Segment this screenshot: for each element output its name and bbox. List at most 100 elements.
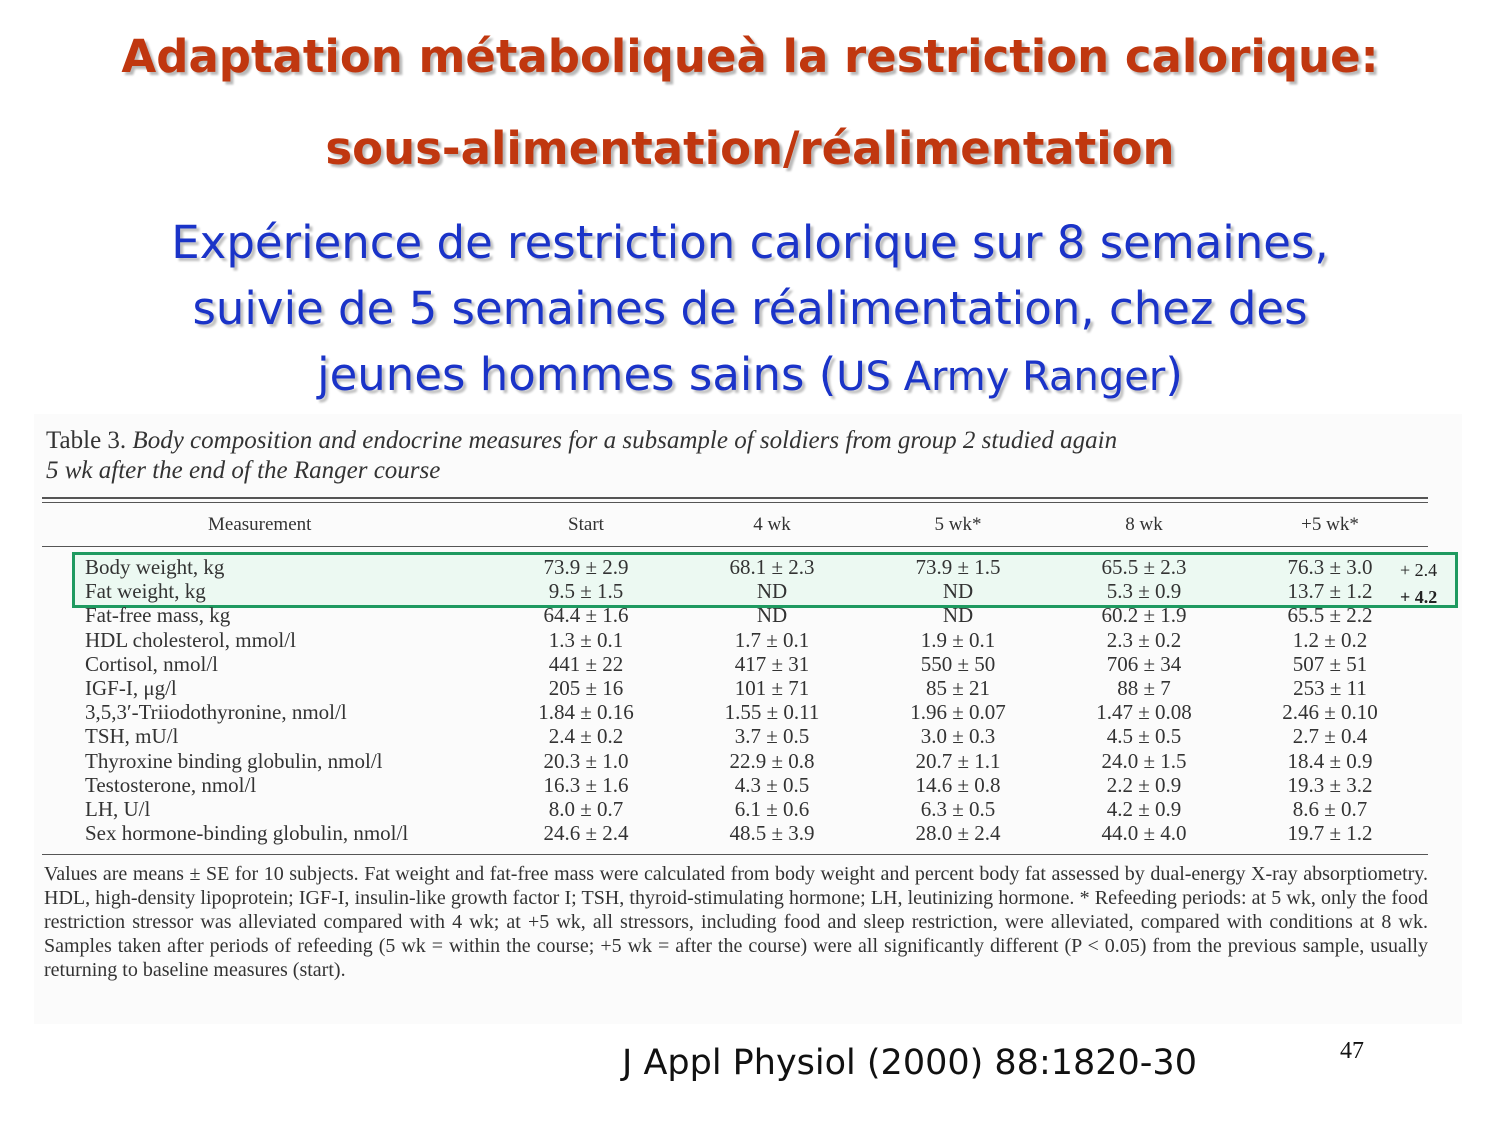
table-cell: 101 ± 71	[734, 676, 810, 700]
table-caption-text-2: 5 wk after the end of the Ranger course	[46, 457, 441, 484]
col-header-8wk: 8 wk	[1125, 514, 1163, 535]
table-cell: 73.9 ± 1.5	[915, 555, 1001, 579]
table-cell: 4.2 ± 0.9	[1106, 797, 1182, 821]
col-header-5wk: 5 wk*	[934, 514, 982, 535]
citation: J Appl Physiol (2000) 88:1820-30	[622, 1043, 1197, 1083]
table-cell: 3.0 ± 0.3	[920, 724, 996, 749]
table-row: TSH, mU/l 2.4 ± 0.2 3.7 ± 0.5 3.0 ± 0.3 4.5 …	[34, 724, 1434, 748]
table-cell: 4.3 ± 0.5	[734, 772, 810, 797]
table-cell: 20.7 ± 1.1	[915, 748, 1001, 773]
table-cell: 48.5 ± 3.9	[729, 821, 815, 846]
table-cell: 64.4 ± 1.6	[543, 603, 629, 628]
col-header-start: Start	[568, 514, 604, 535]
table-row: Fat weight, kg 9.5 ± 1.5 ND ND 5.3 ± 0.9 13.7…	[34, 579, 1434, 603]
table-cell: 18.4 ± 0.9	[1287, 748, 1373, 773]
row-label: Cortisol, nmol/l	[85, 651, 219, 676]
subtitle-prefix: jeunes hommes sains (	[317, 348, 837, 401]
table-row: LH, U/l 8.0 ± 0.7 6.1 ± 0.6 6.3 ± 0.5 4.2 ± …	[34, 797, 1434, 821]
table-footnote: Values are means ± SE for 10 subjects. F…	[44, 863, 1428, 981]
row-label: TSH, mU/l	[85, 724, 179, 749]
table-cell: 441 ± 22	[548, 651, 624, 676]
subtitle-army: US Army Ranger	[836, 354, 1166, 400]
table-cell: 60.2 ± 1.9	[1101, 603, 1187, 628]
table-row: 3,5,3′-Triiodothyronine, nmol/l 1.84 ± 0.…	[34, 700, 1434, 724]
table-cell: 1.55 ± 0.11	[724, 700, 820, 725]
table-row: Cortisol, nmol/l 441 ± 22 417 ± 31 550 ± 50…	[34, 652, 1434, 676]
row-label: IGF-I, μg/l	[85, 676, 177, 700]
table-cell: ND	[942, 603, 974, 628]
table-cell: 1.96 ± 0.07	[910, 700, 1006, 725]
table-rule-top-double	[42, 502, 1428, 503]
table-cell: ND	[756, 579, 788, 604]
table-cell: 28.0 ± 2.4	[915, 821, 1001, 846]
table-cell: 2.3 ± 0.2	[1106, 627, 1182, 652]
col-header-measurement: Measurement	[208, 514, 312, 535]
table-cell: 2.4 ± 0.2	[548, 724, 624, 749]
table-cell: 24.6 ± 2.4	[543, 821, 629, 846]
table-cell: 205 ± 16	[548, 676, 624, 700]
table-cell: 6.3 ± 0.5	[920, 797, 996, 821]
table-cell: 1.2 ± 0.2	[1292, 627, 1368, 652]
table-cell: 4.5 ± 0.5	[1106, 724, 1182, 749]
table-cell: 2.2 ± 0.9	[1106, 772, 1182, 797]
table-cell: 88 ± 7	[1117, 676, 1171, 700]
table-cell: 13.7 ± 1.2	[1287, 579, 1373, 604]
slide-title-line1: Adaptation métaboliqueà la restriction c…	[121, 30, 1379, 83]
table-row: IGF-I, μg/l 205 ± 16 101 ± 71 85 ± 21 88 ± 7…	[34, 676, 1434, 700]
table-cell: 65.5 ± 2.2	[1287, 603, 1373, 628]
table-cell: 507 ± 51	[1292, 651, 1368, 676]
table-cell: 20.3 ± 1.0	[543, 748, 629, 773]
table-cell: 16.3 ± 1.6	[543, 772, 629, 797]
row-label: Fat weight, kg	[85, 579, 206, 604]
page-number: 47	[1340, 1038, 1364, 1064]
slide-title-line2: sous-alimentation/réalimentation	[325, 122, 1175, 175]
table-cell: 5.3 ± 0.9	[1106, 579, 1182, 604]
subtitle-suffix: )	[1165, 348, 1183, 401]
table-cell: ND	[756, 603, 788, 628]
row-label: Testosterone, nmol/l	[85, 772, 257, 797]
slide-subtitle-line2: suivie de 5 semaines de réalimentation, …	[192, 282, 1308, 335]
slide-subtitle-line1: Expérience de restriction calorique sur …	[171, 216, 1329, 269]
table-figure: Table 3. Body composition and endocrine …	[34, 414, 1462, 1024]
table-cell: 65.5 ± 2.3	[1101, 555, 1187, 579]
table-row: Fat-free mass, kg 64.4 ± 1.6 ND ND 60.2 ± 1.…	[34, 603, 1434, 627]
table-rule-header	[42, 546, 1428, 547]
table-caption: Table 3. Body composition and endocrine …	[46, 426, 1386, 486]
table-cell: 706 ± 34	[1106, 651, 1182, 676]
table-cell: 76.3 ± 3.0	[1287, 555, 1373, 579]
table-cell: 9.5 ± 1.5	[548, 579, 624, 604]
table-cell: 550 ± 50	[920, 651, 996, 676]
table-cell: 1.3 ± 0.1	[548, 627, 624, 652]
table-caption-text-1: Body composition and endocrine measures …	[132, 427, 1118, 454]
table-row: Body weight, kg 73.9 ± 2.9 68.1 ± 2.3 73.9 …	[34, 555, 1434, 579]
table-cell: 1.9 ± 0.1	[920, 627, 996, 652]
table-cell: 22.9 ± 0.8	[729, 748, 815, 773]
table-cell: 73.9 ± 2.9	[543, 555, 629, 579]
table-cell: 2.46 ± 0.10	[1282, 700, 1378, 725]
table-header-row: Measurement Start 4 wk 5 wk* 8 wk +5 wk*	[34, 514, 1434, 538]
table-cell: 1.84 ± 0.16	[538, 700, 634, 725]
table-row: Thyroxine binding globulin, nmol/l 20.3 ±…	[34, 749, 1434, 773]
table-cell: 44.0 ± 4.0	[1101, 821, 1187, 846]
table-cell: 8.0 ± 0.7	[548, 797, 624, 821]
table-rule-top	[42, 497, 1428, 499]
highlight-box	[72, 552, 1458, 608]
table-row: HDL cholesterol, mmol/l 1.3 ± 0.1 1.7 ± 0.…	[34, 628, 1434, 652]
row-label: 3,5,3′-Triiodothyronine, nmol/l	[85, 700, 347, 725]
row-label: Body weight, kg	[85, 555, 225, 579]
row-label: Sex hormone-binding globulin, nmol/l	[85, 821, 409, 846]
table-cell: 6.1 ± 0.6	[734, 797, 810, 821]
table-cell: 253 ± 11	[1293, 676, 1367, 700]
table-cell: 19.3 ± 3.2	[1287, 772, 1373, 797]
row-label: HDL cholesterol, mmol/l	[85, 627, 296, 652]
table-cell: 85 ± 21	[925, 676, 991, 700]
row-label: Thyroxine binding globulin, nmol/l	[85, 748, 383, 773]
annotation-fat-weight-gain: + 4.2	[1400, 587, 1438, 607]
table-cell: 1.47 ± 0.08	[1096, 700, 1192, 725]
table-row: Sex hormone-binding globulin, nmol/l 24.6…	[34, 821, 1434, 845]
col-header-4wk: 4 wk	[753, 514, 791, 535]
table-cell: 68.1 ± 2.3	[729, 555, 815, 579]
col-header-plus5wk: +5 wk*	[1301, 514, 1359, 535]
table-cell: ND	[942, 579, 974, 604]
table-rule-bottom	[42, 854, 1428, 855]
